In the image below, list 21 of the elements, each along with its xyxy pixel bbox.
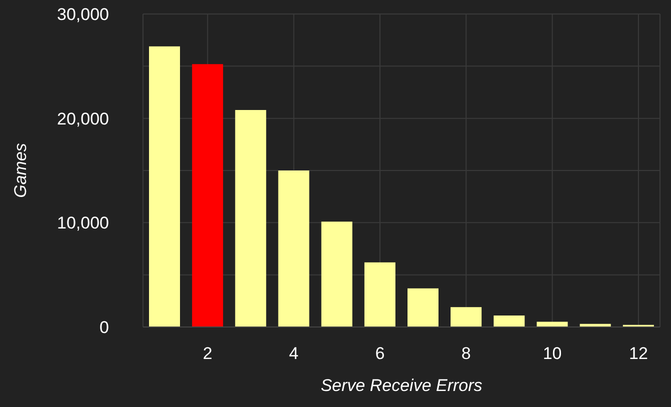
y-tick-label: 20,000	[57, 109, 109, 128]
bar	[149, 46, 180, 327]
bar	[192, 64, 224, 327]
y-tick-label: 30,000	[57, 5, 109, 24]
x-tick-label: 8	[461, 344, 471, 364]
x-tick-label: 2	[202, 344, 212, 364]
bar	[278, 170, 310, 327]
bar	[494, 316, 525, 327]
x-tick-label: 4	[289, 344, 299, 364]
x-tick-label: 12	[628, 344, 648, 364]
y-tick-label: 0	[100, 318, 109, 338]
x-tick-label: 6	[375, 344, 385, 364]
bar	[235, 110, 266, 327]
y-tick-label: 10,000	[57, 214, 109, 233]
y-axis-title: Games	[11, 142, 30, 198]
x-axis-title: Serve Receive Errors	[320, 376, 483, 395]
bar	[364, 262, 396, 327]
bar	[408, 288, 438, 327]
bar	[321, 222, 352, 327]
bar	[450, 307, 482, 327]
x-tick-label: 10	[542, 344, 562, 364]
